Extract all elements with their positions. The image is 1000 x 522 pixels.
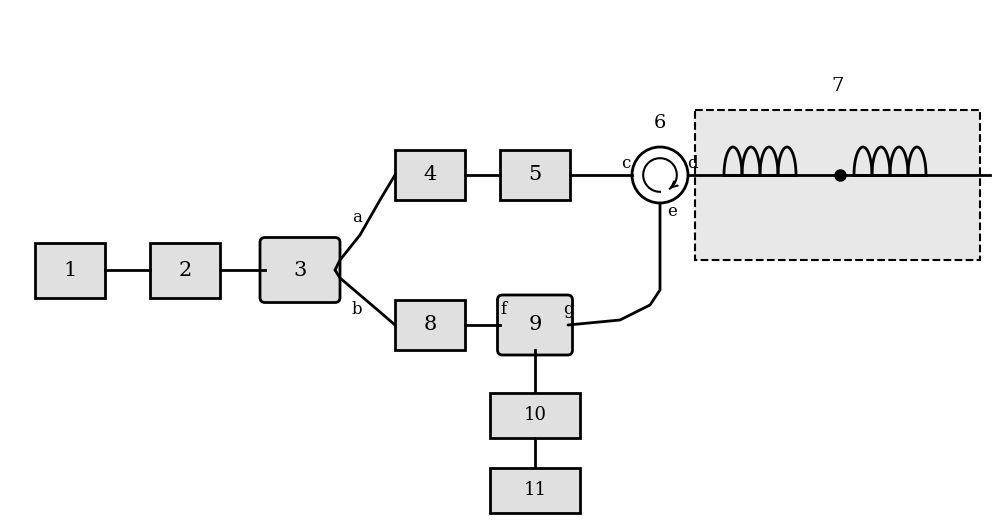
Text: 9: 9 <box>528 315 542 335</box>
Text: 8: 8 <box>423 315 437 335</box>
Text: 7: 7 <box>831 77 844 95</box>
Bar <box>395 300 465 350</box>
Text: g: g <box>563 302 573 318</box>
Bar <box>395 150 465 200</box>
Text: 2: 2 <box>178 260 192 279</box>
Text: d: d <box>687 155 697 172</box>
Text: 11: 11 <box>524 481 546 499</box>
Bar <box>35 243 105 298</box>
FancyBboxPatch shape <box>498 295 572 355</box>
Bar <box>490 468 580 513</box>
Bar <box>490 393 580 437</box>
Text: f: f <box>500 302 506 318</box>
Text: e: e <box>667 204 677 220</box>
Text: 6: 6 <box>654 114 666 132</box>
Text: 10: 10 <box>524 406 546 424</box>
Text: 3: 3 <box>293 260 307 279</box>
Bar <box>695 110 980 260</box>
Circle shape <box>632 147 688 203</box>
Text: c: c <box>621 155 631 172</box>
Bar <box>150 243 220 298</box>
Text: 5: 5 <box>528 165 542 184</box>
Text: b: b <box>352 302 362 318</box>
Text: a: a <box>352 209 362 227</box>
Bar <box>500 150 570 200</box>
FancyBboxPatch shape <box>260 238 340 303</box>
Text: 1: 1 <box>63 260 77 279</box>
Text: 4: 4 <box>423 165 437 184</box>
